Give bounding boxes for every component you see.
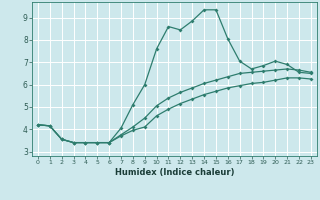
X-axis label: Humidex (Indice chaleur): Humidex (Indice chaleur) (115, 168, 234, 177)
